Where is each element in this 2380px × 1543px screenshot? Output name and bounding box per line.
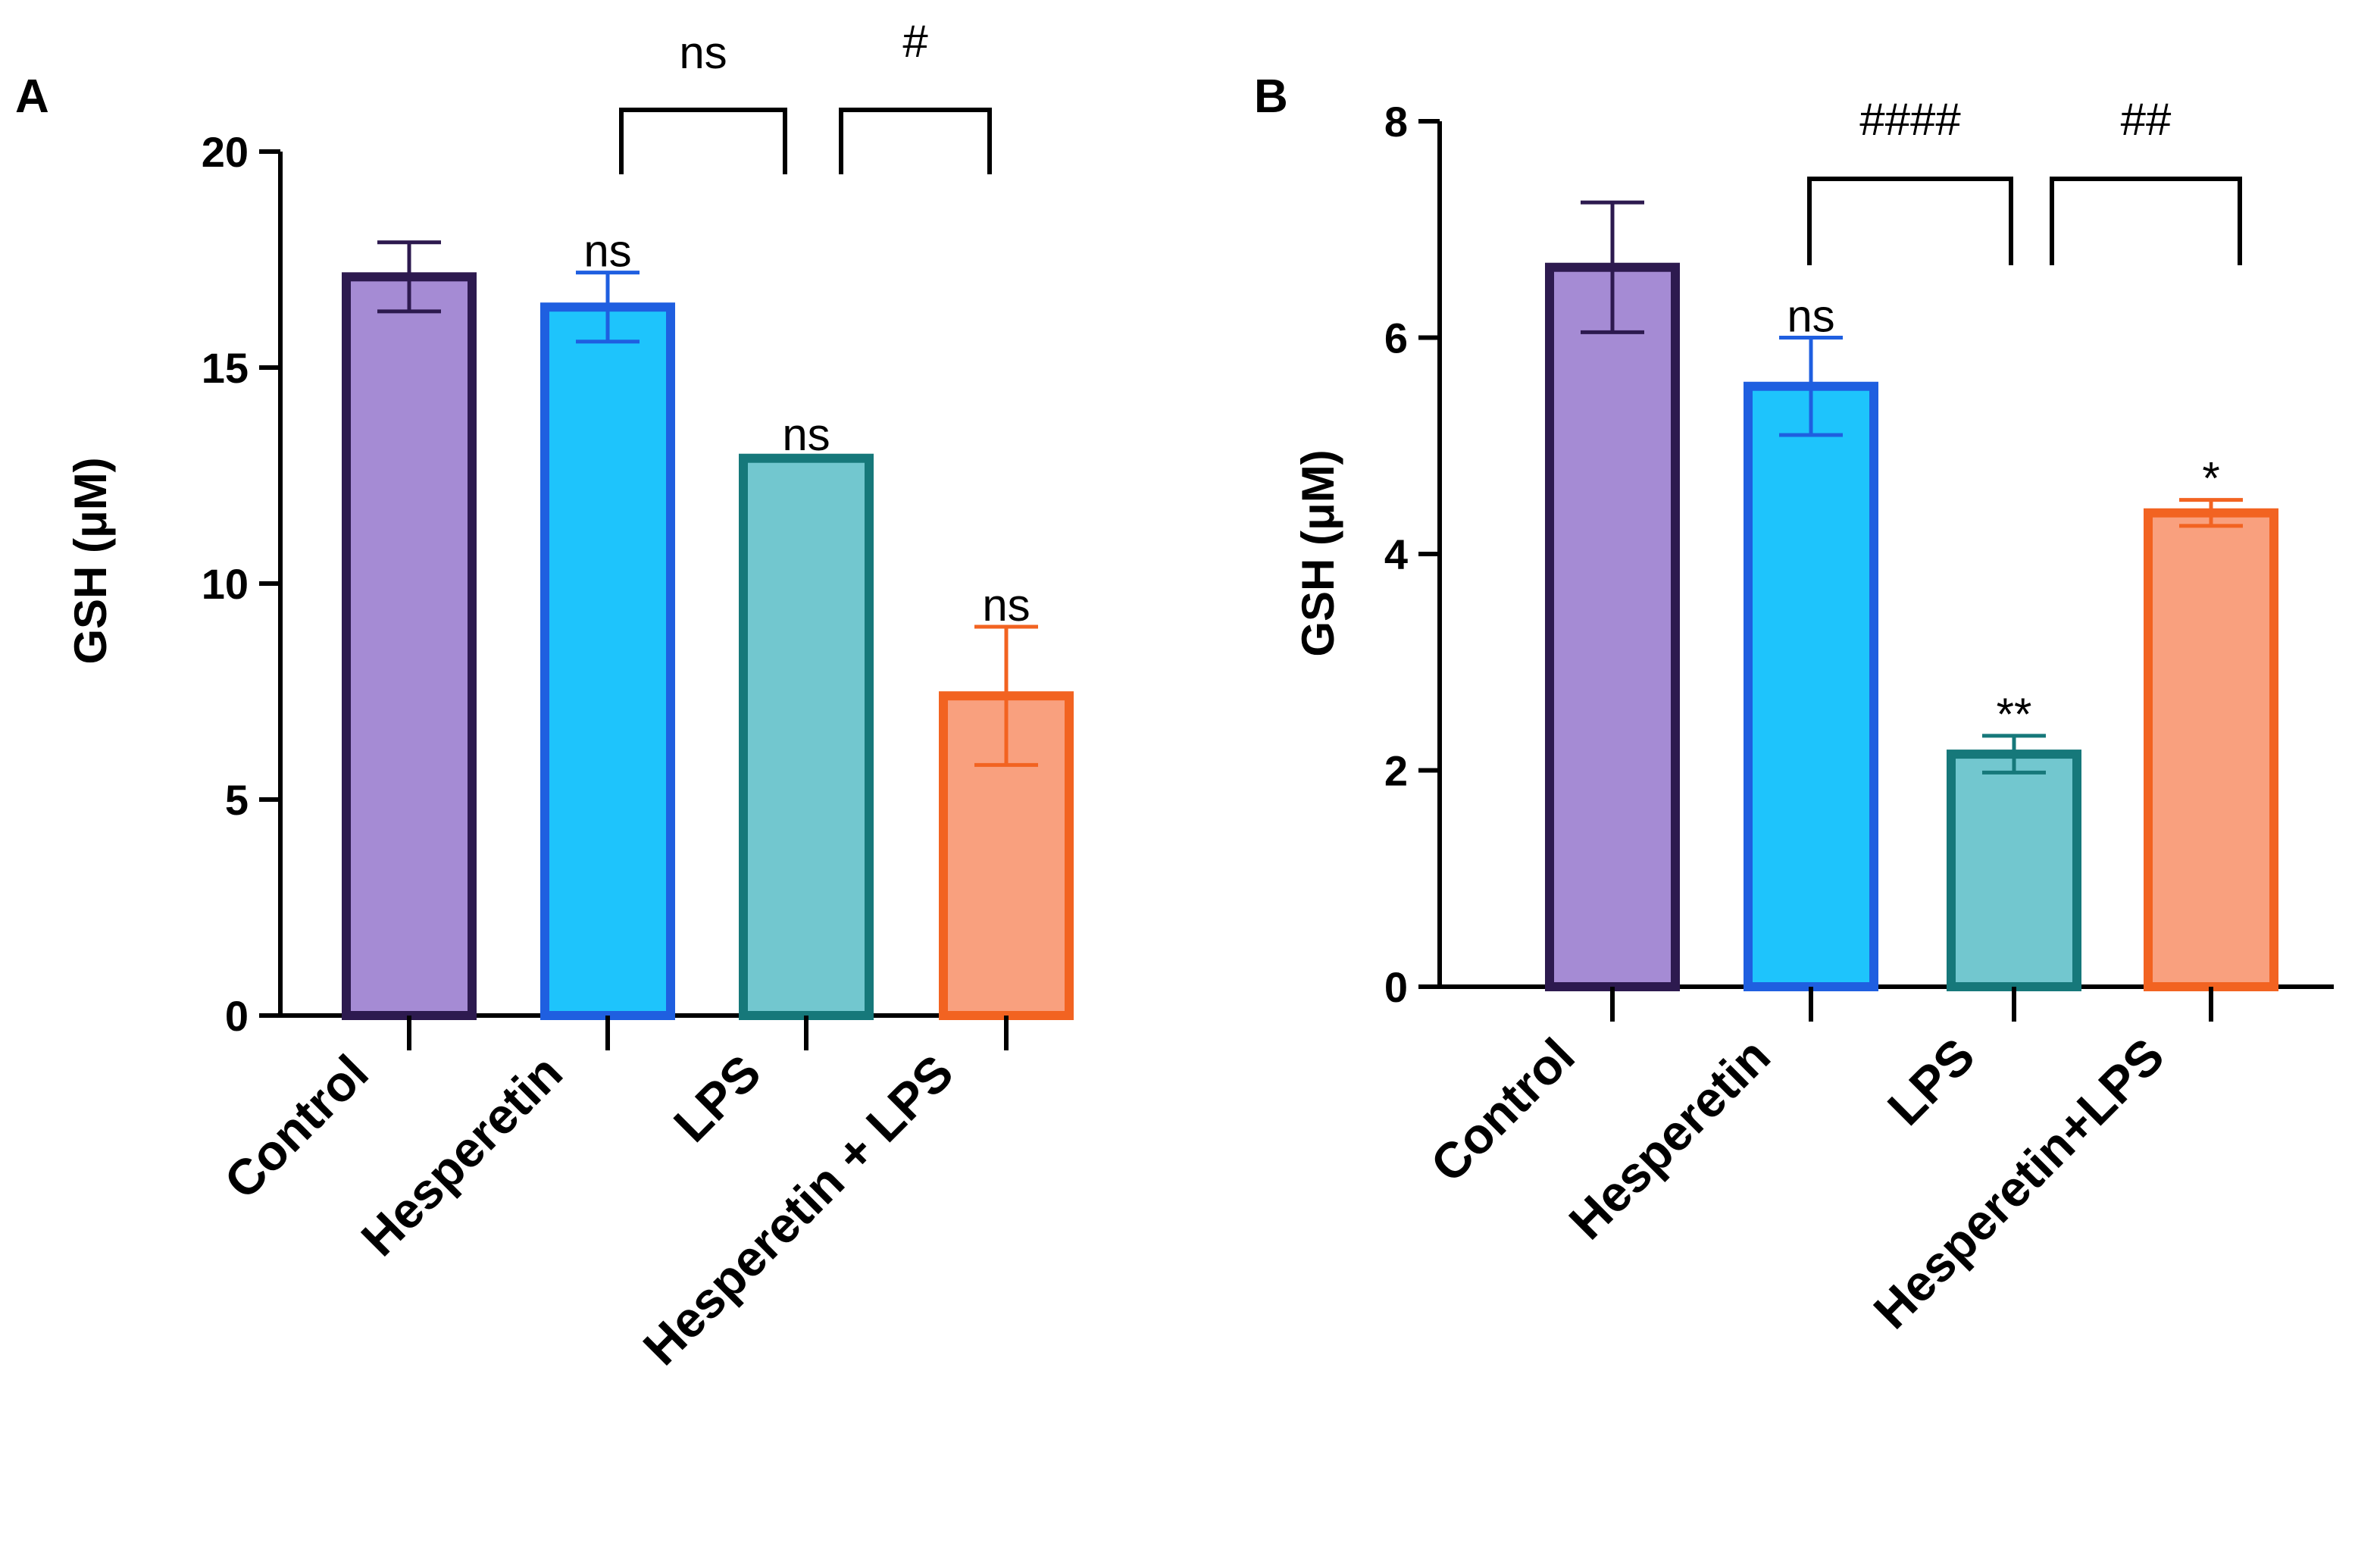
panel-b-bar-hesperetin-lps xyxy=(2144,508,2278,991)
panel-a-bar-hesperetin xyxy=(540,302,675,1020)
panel-a-x-category-label: Control xyxy=(214,1044,379,1210)
panel-b-comparison-bracket xyxy=(2050,177,2242,265)
panel-a-y-tick-label: 5 xyxy=(225,776,249,824)
panel-a-bar-control xyxy=(342,272,477,1020)
panel-a-y-tick-label: 15 xyxy=(202,344,249,392)
panel-b-x-category-label: Hesperetin xyxy=(1558,1028,1781,1250)
panel-a-letter: A xyxy=(15,70,49,123)
panel-a-x-category-label: LPS xyxy=(663,1044,771,1153)
panel-b-bracket-label: ## xyxy=(2121,94,2172,145)
panel-b-bar-lps xyxy=(1947,750,2081,992)
panel-a-bracket-label: # xyxy=(902,16,928,67)
panel-b-letter: B xyxy=(1254,70,1288,123)
panel-b-comparison-bracket xyxy=(1807,177,2013,265)
panel-b-y-axis-title: GSH (μM) xyxy=(1293,449,1343,656)
panel-b-y-tick-label: 6 xyxy=(1384,315,1408,362)
panel-b-bracket-label: #### xyxy=(1859,94,1961,145)
panel-b-y-tick-label: 4 xyxy=(1384,531,1408,578)
panel-b-y-tick-label: 2 xyxy=(1384,747,1408,795)
panel-b-y-tick-label: 0 xyxy=(1384,963,1408,1011)
panel-b-significance-label: ns xyxy=(1787,291,1834,342)
panel-a-x-category-label: Hesperetin xyxy=(350,1044,573,1267)
panel-b-significance-label: * xyxy=(2202,453,2219,504)
panel-b-significance-label: ** xyxy=(1997,689,2032,740)
panel-a-significance-label: ns xyxy=(982,580,1030,631)
panel-a-significance-label: ns xyxy=(782,409,830,460)
panel-b-x-category-label: LPS xyxy=(1877,1028,1985,1136)
panel-a-y-tick-label: 0 xyxy=(225,992,249,1040)
panel-a-bar-lps xyxy=(739,453,874,1020)
panel-a-y-axis-title: GSH (μM) xyxy=(65,457,116,664)
panel-b-y-tick-label: 8 xyxy=(1384,98,1408,146)
panel-a-comparison-bracket xyxy=(619,108,787,174)
panel-a-y-tick-label: 10 xyxy=(202,560,249,608)
panel-a-bracket-label: ns xyxy=(679,27,727,78)
panel-a-significance-label: ns xyxy=(583,226,631,277)
panel-b-x-category-label: Control xyxy=(1420,1028,1585,1193)
panel-a-y-tick-label: 20 xyxy=(202,128,249,176)
panel-b-bar-control xyxy=(1545,262,1680,991)
panel-b-bar-hesperetin xyxy=(1744,381,1878,991)
panel-a-comparison-bracket xyxy=(839,108,992,174)
